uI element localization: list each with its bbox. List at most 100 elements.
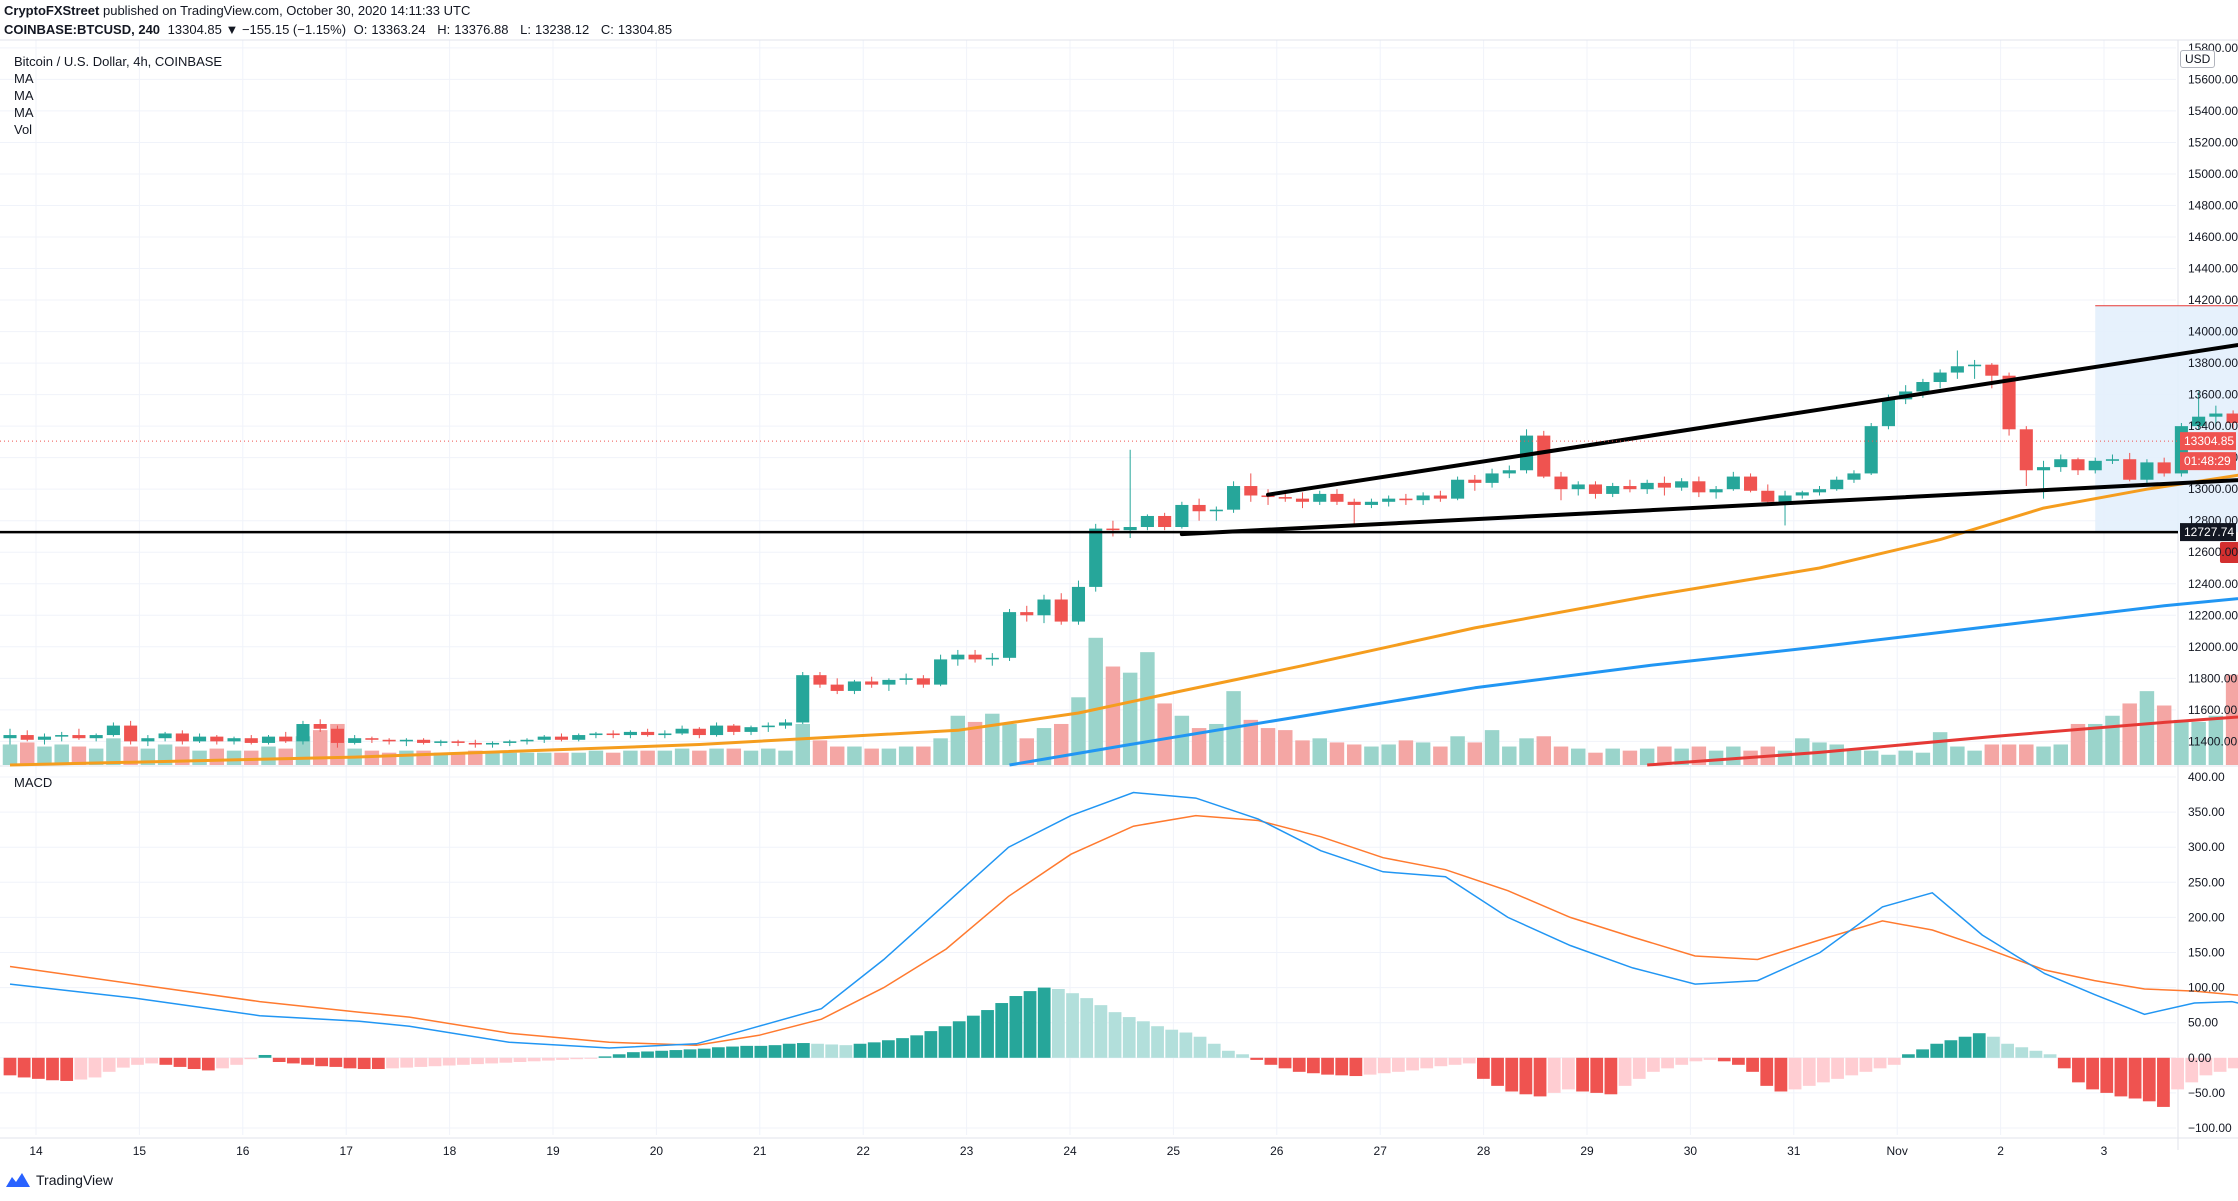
candle-body — [1209, 509, 1223, 512]
tradingview-logo[interactable]: TradingView — [6, 1172, 113, 1188]
macd-histogram-bar — [1278, 1057, 1292, 1069]
volume-bar — [1605, 748, 1620, 765]
macd-histogram-bar — [1604, 1057, 1618, 1095]
volume-bar — [1881, 754, 1896, 765]
candle — [1123, 449, 1137, 539]
macd-histogram-bar — [31, 1057, 45, 1079]
time-tick-label: 18 — [443, 1144, 457, 1158]
macd-histogram-bar — [1505, 1057, 1519, 1092]
candle-body — [606, 733, 620, 736]
volume-bar — [1278, 730, 1293, 765]
candle — [761, 722, 775, 732]
volume-bar — [519, 752, 535, 765]
macd-histogram-bar — [1703, 1057, 1717, 1060]
candle-body — [210, 736, 224, 742]
macd-histogram-bar — [244, 1057, 258, 1060]
macd-histogram-bar — [414, 1057, 428, 1067]
volume-bar — [88, 748, 104, 765]
macd-legend-title[interactable]: MACD — [14, 775, 53, 790]
candle-body — [1657, 482, 1671, 488]
currency-button[interactable]: USD — [2180, 50, 2216, 68]
time-tick-label: 3 — [2101, 1144, 2108, 1158]
volume-bar — [1191, 728, 1207, 765]
macd-histogram-bar — [966, 1015, 980, 1058]
open-label: O: — [353, 22, 368, 37]
macd-histogram-bar — [485, 1057, 499, 1064]
macd-histogram-bar — [1080, 998, 1094, 1058]
macd-histogram-bar — [910, 1035, 924, 1058]
candle-body — [106, 725, 120, 736]
macd-histogram-bar — [881, 1040, 895, 1058]
volume-bar — [864, 748, 879, 765]
volume-bar — [1157, 703, 1172, 765]
candle — [2036, 460, 2051, 499]
candle — [434, 739, 448, 747]
time-tick-label: 19 — [546, 1144, 560, 1158]
volume-bar — [1036, 728, 1052, 765]
candle — [348, 735, 362, 745]
candle-body — [1950, 366, 1964, 373]
macd-histogram-bar — [1661, 1057, 1674, 1069]
macd-histogram-bar — [2057, 1057, 2071, 1069]
macd-histogram-bar — [655, 1050, 669, 1058]
macd-histogram-bar — [315, 1057, 329, 1067]
time-tick-label: 17 — [340, 1144, 354, 1158]
candle-body — [865, 681, 879, 685]
macd-histogram-bar — [471, 1057, 484, 1065]
candle-body — [1106, 528, 1120, 531]
legend-vol[interactable]: Vol — [14, 122, 33, 137]
macd-histogram-bar — [116, 1057, 130, 1068]
macd-histogram-bar — [811, 1043, 824, 1058]
low-value: 13238.12 — [534, 22, 590, 37]
volume-bar — [1105, 666, 1121, 765]
macd-histogram-bar — [2128, 1057, 2142, 1099]
candle — [1537, 430, 1551, 479]
candle-body — [641, 731, 655, 736]
macd-histogram-bar — [2142, 1057, 2156, 1102]
legend-ma-1[interactable]: MA — [14, 71, 34, 86]
macd-histogram-bar — [1462, 1057, 1476, 1064]
countdown-tag: 01:48:29 — [2180, 452, 2236, 471]
volume-bar — [1795, 738, 1810, 765]
candle-body — [1158, 515, 1172, 528]
macd-histogram-bar — [1406, 1057, 1419, 1071]
close-label: C: — [600, 22, 614, 37]
legend-ma-2[interactable]: MA — [14, 88, 34, 103]
publisher-name[interactable]: CryptoFXStreet — [4, 3, 100, 18]
change-label: 13304.85 ▼ −155.15 (−1.15%) — [167, 22, 347, 37]
volume-bar — [2225, 674, 2238, 765]
open-value: 13363.24 — [371, 22, 426, 37]
price-tick-label: 13400.00 — [2188, 419, 2238, 433]
volume-bar — [967, 721, 983, 765]
macd-histogram-bar — [1349, 1057, 1363, 1077]
macd-histogram-bar — [1491, 1057, 1504, 1086]
macd-histogram-bar — [995, 1003, 1009, 1058]
candle — [1606, 482, 1620, 498]
macd-histogram-bar — [1052, 989, 1065, 1058]
candle-body — [72, 735, 86, 739]
volume-bar — [399, 750, 414, 765]
candle-body — [451, 741, 465, 743]
legend-ma-3[interactable]: MA — [14, 105, 34, 120]
volume-bar — [1140, 652, 1155, 765]
candle-body — [1606, 486, 1620, 494]
volume-bar — [1708, 750, 1724, 765]
candle — [2123, 452, 2137, 482]
macd-histogram-bar — [2015, 1047, 2029, 1058]
candle-body — [175, 733, 189, 742]
candle — [520, 738, 534, 745]
legend-title[interactable]: Bitcoin / U.S. Dollar, 4h, COINBASE — [14, 54, 223, 69]
volume-bar — [847, 746, 862, 765]
price-tick-label: 14800.00 — [2188, 198, 2238, 212]
last-price-tag: 13304.85 — [2180, 432, 2236, 451]
candle-body — [1588, 484, 1603, 494]
projection-label: −1436.74 (−10.15%) −143674 — [2219, 542, 2238, 564]
volume-bar — [933, 738, 948, 765]
volume-bar — [743, 750, 759, 765]
candle-body — [1399, 498, 1413, 501]
macd-histogram-bar — [442, 1057, 456, 1066]
volume-bar — [1450, 736, 1465, 765]
candle — [1519, 429, 1534, 474]
macd-tick-label: −50.00 — [2188, 1086, 2225, 1100]
